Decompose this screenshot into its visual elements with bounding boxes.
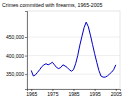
tick-label: 1975 xyxy=(47,91,58,97)
tick-label: 350,000 xyxy=(6,71,24,77)
plot: 1965 1975 1985 1995 2005 350,000 400,000 450,00… xyxy=(6,11,122,97)
tick-label: 1965 xyxy=(26,91,37,97)
marks xyxy=(31,22,116,77)
tick: 350,000 xyxy=(6,71,27,77)
line xyxy=(31,22,116,77)
tick: 1975 xyxy=(47,89,58,97)
tick: 450,000 xyxy=(6,34,27,40)
tick-mark xyxy=(25,56,27,57)
plot-frame xyxy=(27,11,120,89)
chart: 1965 1975 1985 1995 2005 350,000 400,000 450,00… xyxy=(0,0,125,100)
y-axis: 350,000 400,000 450,000 xyxy=(6,12,28,90)
x-axis: 1965 1975 1985 1995 2005 xyxy=(26,89,122,97)
grid-line xyxy=(27,74,120,75)
title: Crimes committed with firearms, 1965-200… xyxy=(2,2,102,8)
tick-label: 1985 xyxy=(68,91,79,97)
tick: 400,000 xyxy=(6,53,27,59)
axis-line xyxy=(25,12,28,90)
tick-mark xyxy=(25,74,27,75)
grid-line xyxy=(27,55,120,56)
tick-label: 400,000 xyxy=(6,53,24,59)
tick-label: 1995 xyxy=(90,91,101,97)
tick: 1995 xyxy=(90,89,101,97)
grid-line xyxy=(27,37,120,38)
tick: 1965 xyxy=(26,89,37,97)
tick: 2005 xyxy=(111,89,122,97)
tick-label: 450,000 xyxy=(6,34,24,40)
tick-mark xyxy=(25,37,27,38)
tick-label: 2005 xyxy=(111,91,122,97)
tick: 1985 xyxy=(68,89,79,97)
